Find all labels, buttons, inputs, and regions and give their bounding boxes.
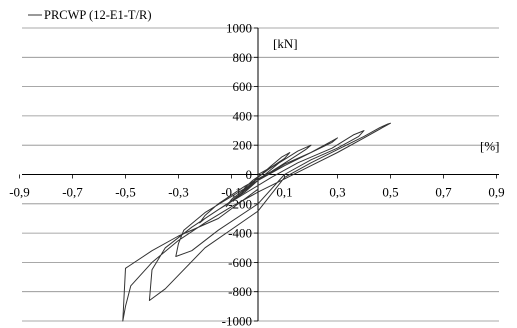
x-tick-labels: -0,9 -0,7 -0,5 -0,3 -0,1 0,1 0,3 0,5 0,7 0,9 [9,185,504,200]
x-axis-label: [%] [480,139,500,154]
legend-label: PRCWP (12-E1-T/R) [44,8,152,22]
axes [19,27,499,322]
legend: PRCWP (12-E1-T/R) [28,8,152,22]
y-tick-label: -800 [228,284,252,299]
series-group [122,122,391,322]
x-tick-label: -0,9 [9,185,30,200]
x-tick-label: -0,7 [62,185,83,200]
x-tick-label: 0,1 [276,185,292,200]
gridlines [22,27,499,322]
y-tick-label: 800 [233,50,253,65]
y-tick-label: 0 [246,167,253,182]
x-tick-label: 0,3 [329,185,345,200]
series-line [122,122,391,322]
y-tick-label: -1000 [222,314,252,328]
x-tick-label: 0,5 [382,185,398,200]
y-tick-label: 1000 [226,21,252,36]
x-tick-label: 0,7 [435,185,452,200]
y-tick-label: -400 [228,226,252,241]
x-tick-label: -0,5 [115,185,136,200]
x-tick-label: -0,3 [168,185,189,200]
x-tick-label: 0,9 [488,185,504,200]
y-axis-label: [kN] [273,36,298,51]
y-tick-label: 200 [233,138,253,153]
y-tick-label: 600 [233,79,253,94]
y-tick-label: 400 [233,108,253,123]
y-tick-label: -600 [228,255,252,270]
